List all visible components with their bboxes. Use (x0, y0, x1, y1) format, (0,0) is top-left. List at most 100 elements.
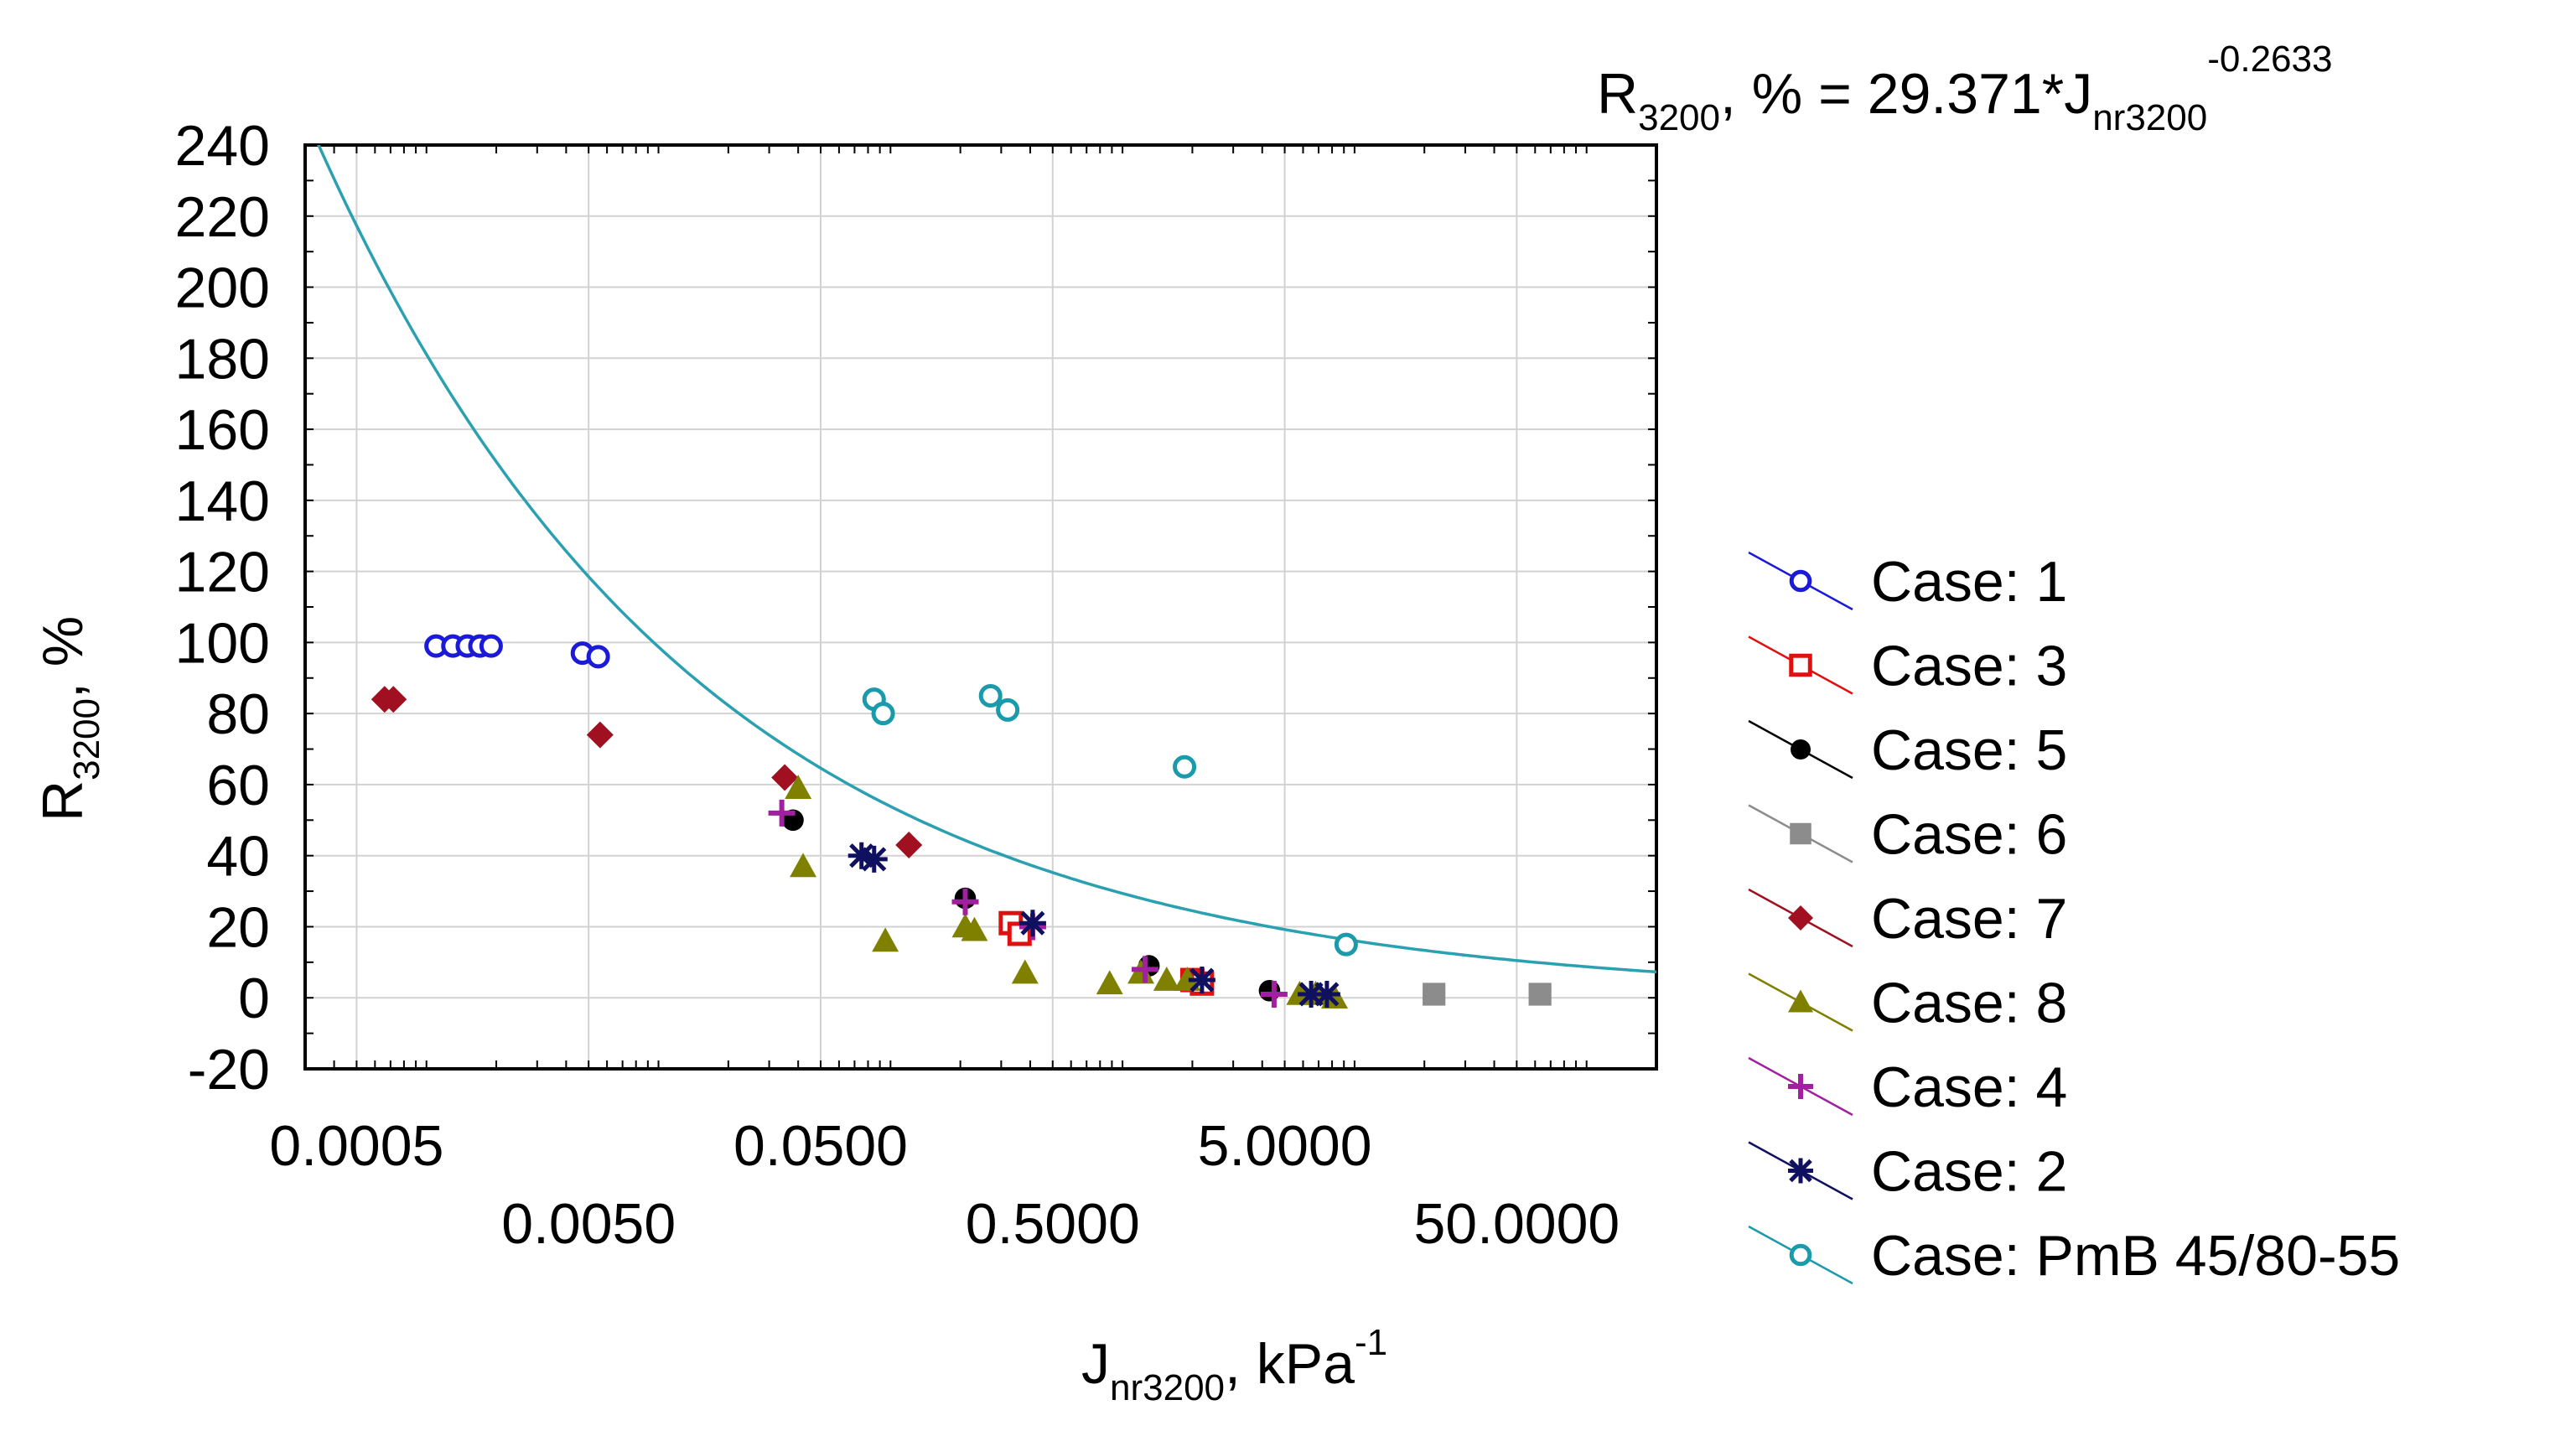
x-label-rest: , kPa (1225, 1332, 1355, 1396)
data-point (895, 831, 923, 858)
legend-marker (1788, 989, 1813, 1013)
data-point (847, 842, 875, 869)
legend-label: Case: 6 (1871, 803, 2067, 867)
y-label-rest: , % (31, 616, 95, 698)
series-case-1 (424, 634, 610, 669)
data-point (1423, 983, 1446, 1006)
data-point (871, 702, 895, 726)
x-tick-label: 0.0005 (269, 1114, 443, 1178)
legend-marker (1791, 739, 1811, 760)
legend-label: Case: 1 (1871, 550, 2067, 614)
legend-marker (1789, 1243, 1812, 1267)
x-tick-labels: 0.0005 0.0050 0.0500 0.5000 5.0000 50.0000 (269, 1114, 1620, 1256)
legend-label: Case: 2 (1871, 1140, 2067, 1204)
y-tick-label: 140 (175, 469, 270, 533)
series-case-pmb-45-80-55 (862, 683, 1358, 957)
fit-equation: R3200, % = 29.371*Jnr3200-0.2633 (1597, 39, 2332, 138)
data-point (1313, 980, 1340, 1008)
legend-item: Case: 2 (1748, 1140, 2067, 1204)
data-point (1334, 932, 1358, 957)
series-case-2 (847, 842, 1340, 1008)
equation-exponent: -0.2633 (2207, 39, 2332, 80)
legend-label: Case: 8 (1871, 972, 2067, 1035)
x-tick-label: 0.5000 (966, 1192, 1140, 1256)
data-point (1260, 980, 1288, 1008)
legend-item: Case: 7 (1748, 887, 2067, 951)
data-point (1096, 970, 1123, 995)
data-point (978, 683, 1003, 708)
data-point (1018, 910, 1046, 937)
legend-marker (1788, 1074, 1813, 1099)
legend-label: Case: 3 (1871, 635, 2067, 698)
legend-item: Case: 6 (1748, 803, 2067, 867)
legend-label: Case: PmB 45/80-55 (1871, 1224, 2400, 1288)
y-tick-label: 220 (175, 185, 270, 249)
equation-lhs: R (1597, 62, 1638, 126)
legend-item: Case: 5 (1748, 718, 2067, 782)
y-tick-label: 80 (206, 682, 270, 746)
y-tick-label: 0 (238, 967, 270, 1030)
y-tick-label: -20 (188, 1038, 270, 1102)
fit-curve (317, 145, 1656, 974)
y-label-subscript: 3200 (66, 698, 107, 780)
data-point (1131, 956, 1158, 983)
y-tick-label: 60 (206, 754, 270, 817)
data-point (996, 697, 1020, 722)
legend-item: Case: 3 (1748, 635, 2067, 698)
legend-marker (1789, 569, 1812, 593)
data-point (1011, 959, 1039, 984)
data-point (771, 764, 799, 791)
equation-middle: , % = 29.371*J (1720, 62, 2092, 126)
legend-label: Case: 4 (1871, 1055, 2067, 1119)
y-tick-label: 120 (175, 541, 270, 604)
data-point (860, 845, 888, 873)
data-point (479, 634, 503, 658)
series-case-6 (1423, 983, 1552, 1006)
data-point (785, 775, 812, 799)
equation-lhs-subscript: 3200 (1638, 97, 1720, 138)
data-point (1298, 980, 1325, 1008)
x-tick-label: 50.0000 (1413, 1192, 1620, 1256)
data-point (380, 686, 407, 713)
data-point (951, 888, 979, 915)
x-label-subscript: nr3200 (1110, 1367, 1225, 1408)
x-tick-label: 0.0500 (733, 1114, 908, 1178)
y-label-main: R (31, 780, 95, 822)
y-tick-label: 200 (175, 257, 270, 320)
data-point (1188, 967, 1215, 994)
legend-marker (1790, 822, 1811, 845)
legend-item: Case: 4 (1748, 1055, 2067, 1119)
data-point (586, 645, 610, 669)
x-label-main: J (1081, 1332, 1110, 1396)
data-point (1258, 979, 1281, 1002)
data-point (1173, 754, 1197, 779)
x-axis-label: Jnr3200, kPa-1 (1081, 1322, 1387, 1408)
y-tick-label: 40 (206, 825, 270, 889)
data-point (586, 721, 614, 749)
data-point (961, 916, 988, 941)
data-point (790, 853, 817, 878)
x-tick-label: 0.0050 (501, 1192, 676, 1256)
data-point (768, 799, 796, 827)
legend-label: Case: 5 (1871, 718, 2067, 782)
plot-area-frame (303, 143, 1658, 1071)
data-point (872, 927, 899, 952)
y-tick-label: 100 (175, 611, 270, 675)
legend-marker (1788, 905, 1813, 931)
data-point (1174, 967, 1201, 991)
y-tick-label: 160 (175, 398, 270, 462)
data-markers (371, 634, 1552, 1009)
legend-marker (1788, 1158, 1813, 1184)
series-case-7 (371, 686, 923, 858)
y-tick-label: 240 (175, 114, 270, 178)
legend-label: Case: 7 (1871, 887, 2067, 951)
x-label-superscript: -1 (1355, 1322, 1387, 1363)
data-point (1153, 967, 1180, 991)
legend-item: Case: 8 (1748, 972, 2067, 1035)
y-tick-label: 20 (206, 895, 270, 959)
legend: Case: 1 Case: 3 Case: 5 Case: 6 Case: 7 Case:… (1748, 550, 2400, 1288)
data-point (1528, 983, 1552, 1006)
x-tick-label: 5.0000 (1198, 1114, 1372, 1178)
